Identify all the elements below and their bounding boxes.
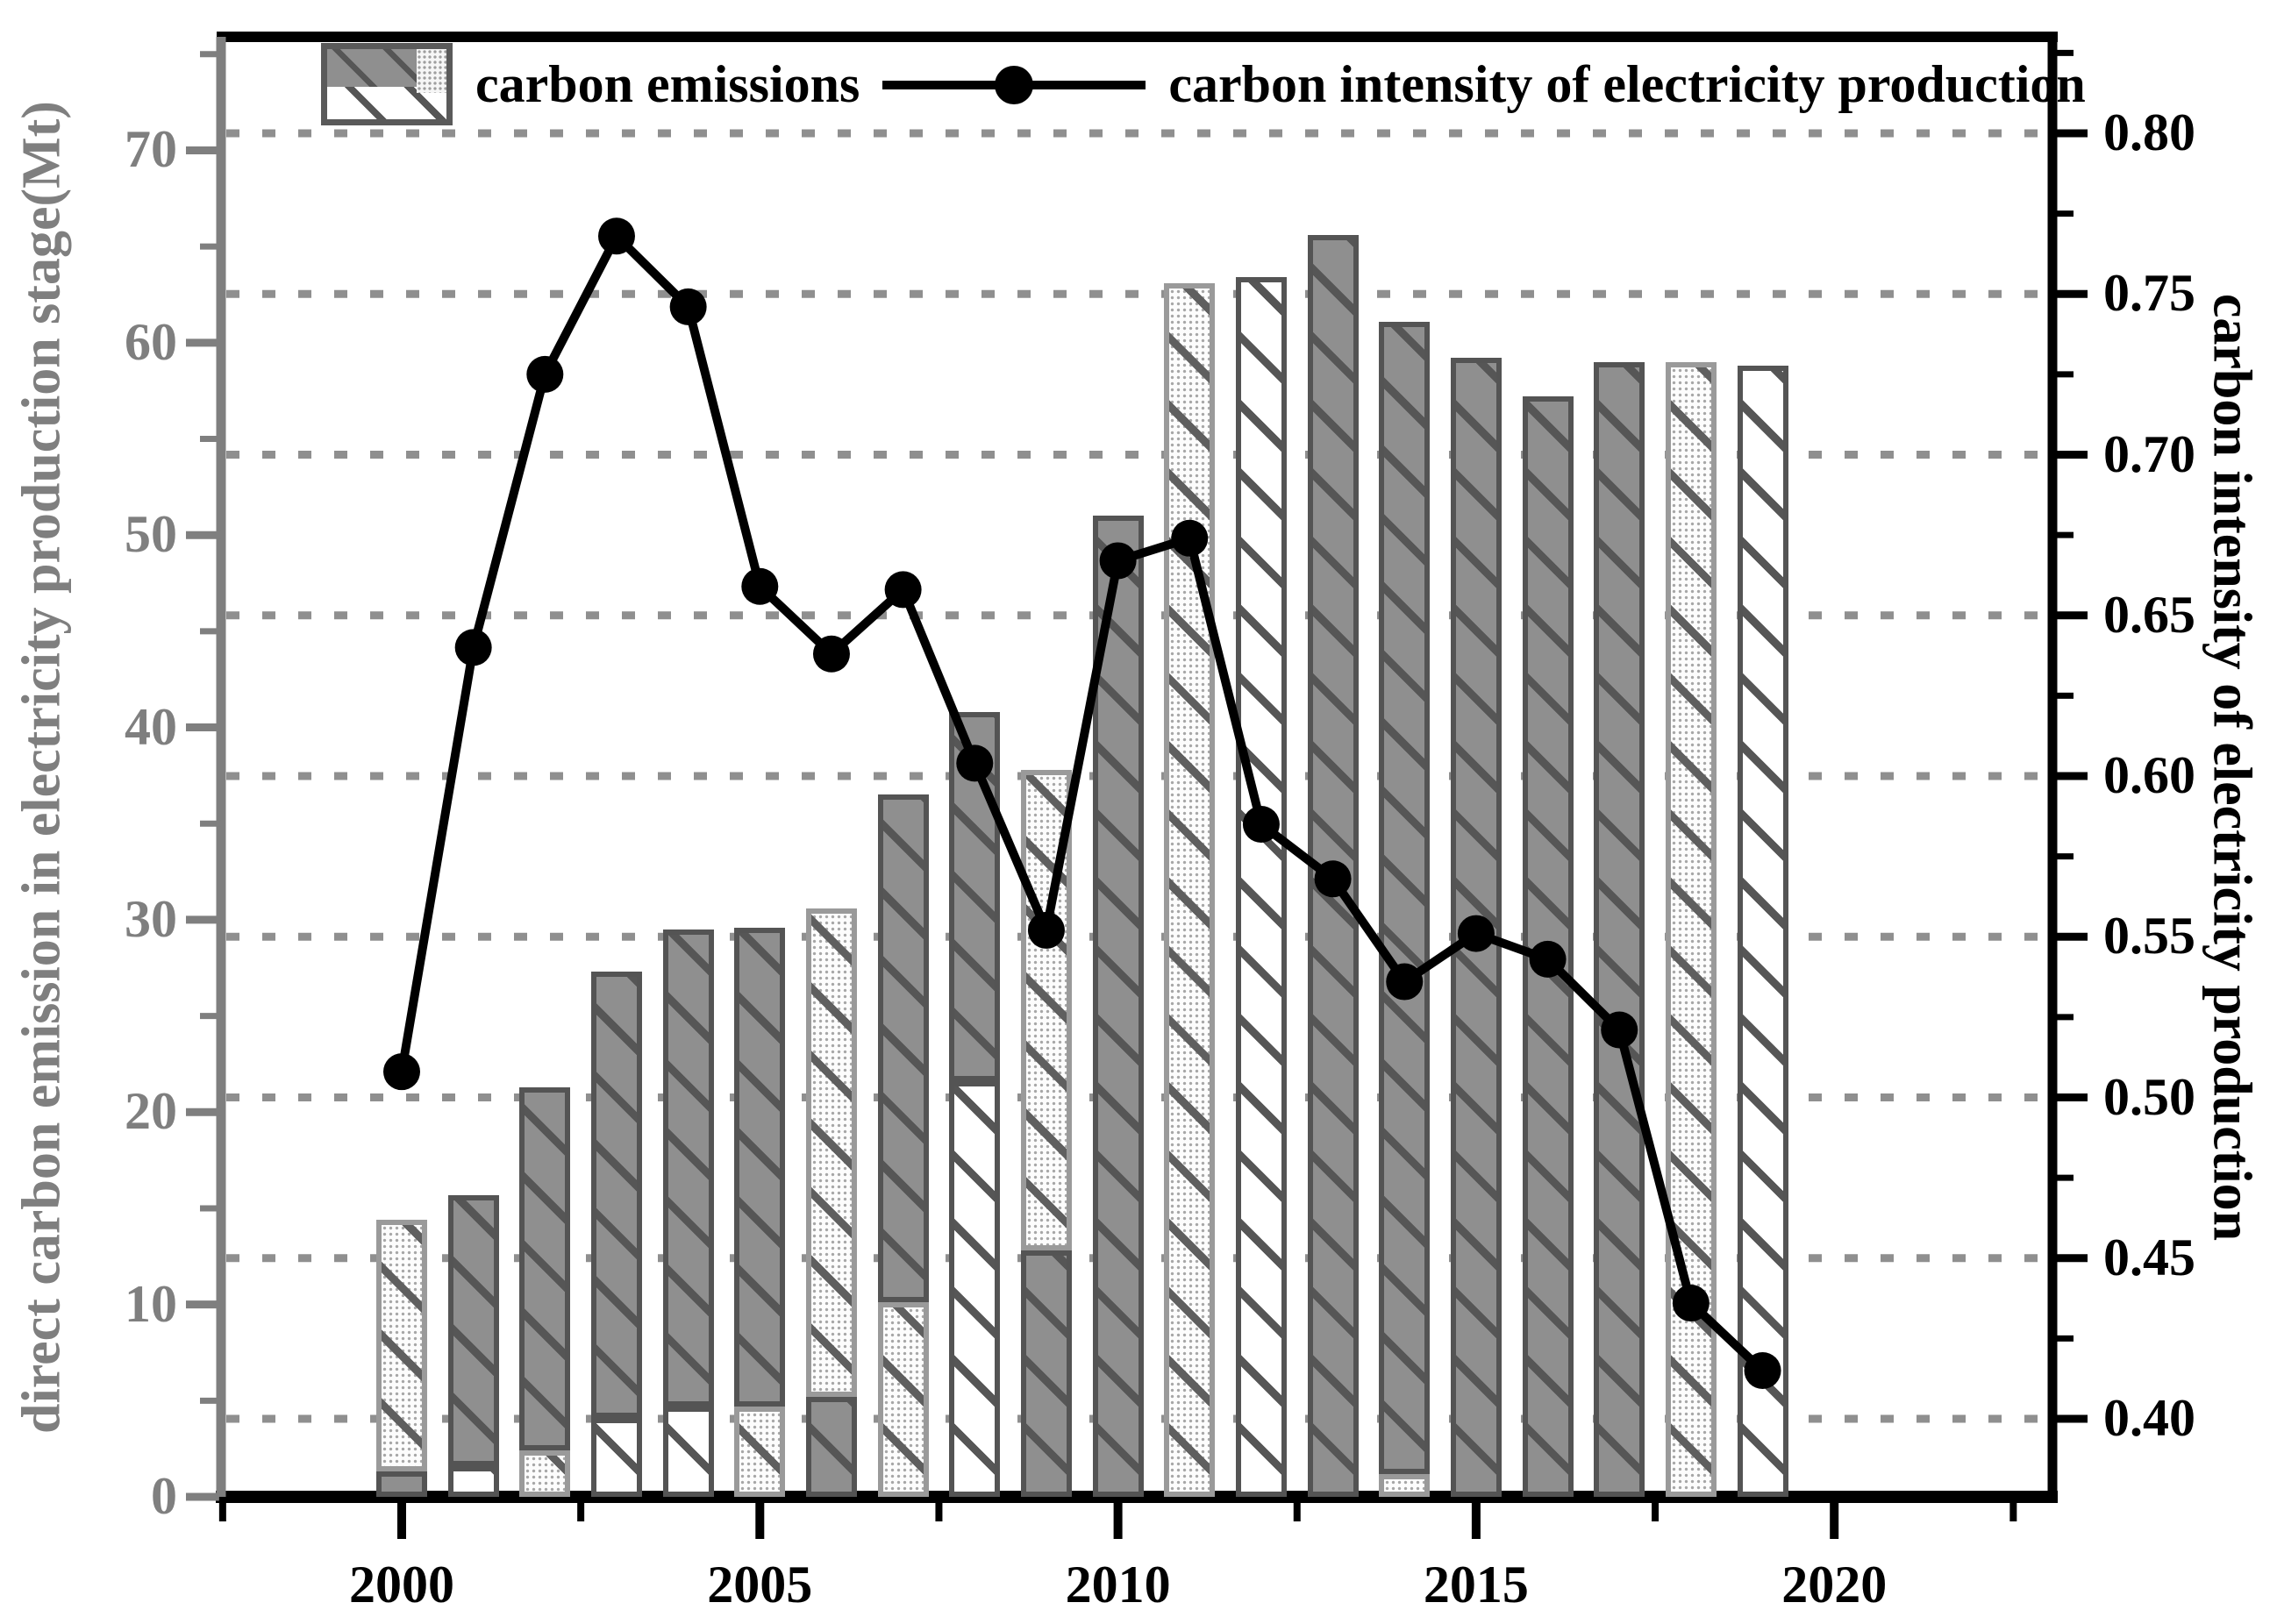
right-tick-label-0.40: 0.40 bbox=[2103, 1389, 2195, 1447]
bar-segment-2014-dotted bbox=[1379, 1473, 1431, 1497]
left-axis-title: direct carbon emission in electricity pr… bbox=[11, 100, 72, 1434]
bar-segment-2003-white bbox=[590, 1418, 642, 1497]
right-tick-label-0.55: 0.55 bbox=[2103, 907, 2195, 965]
legend-bar-label: carbon emissions bbox=[475, 55, 860, 113]
bar-segment-2005-dotted bbox=[734, 1406, 786, 1497]
legend-line-dot bbox=[995, 66, 1034, 104]
line-marker-swatch-icon bbox=[882, 42, 1146, 126]
right-tick-label-0.65: 0.65 bbox=[2103, 585, 2195, 644]
left-tick-label-0: 0 bbox=[151, 1467, 177, 1525]
left-tick-label-70: 70 bbox=[125, 120, 177, 179]
right-tick-label-0.75: 0.75 bbox=[2103, 264, 2195, 323]
legend: carbon emissions carbon intensity of ele… bbox=[321, 42, 2086, 126]
bar-segment-2001-white bbox=[447, 1465, 499, 1497]
left-tick-label-30: 30 bbox=[125, 889, 177, 948]
legend-line-label: carbon intensity of electricity producti… bbox=[1168, 55, 2086, 113]
bar-segment-2006-dark bbox=[805, 1396, 857, 1497]
left-tick-label-10: 10 bbox=[125, 1274, 177, 1333]
x-tick-label-2020: 2020 bbox=[1781, 1556, 1888, 1613]
left-tick-label-20: 20 bbox=[125, 1082, 177, 1141]
left-tick-label-40: 40 bbox=[125, 697, 177, 756]
bar-segment-2002-dotted bbox=[519, 1450, 571, 1497]
left-tick-label-60: 60 bbox=[125, 312, 177, 371]
left-tick-label-50: 50 bbox=[125, 505, 177, 564]
right-tick-label-0.70: 0.70 bbox=[2103, 424, 2195, 483]
right-tick-label-0.50: 0.50 bbox=[2103, 1067, 2195, 1126]
x-tick-label-2010: 2010 bbox=[1065, 1556, 1171, 1613]
swatch-dotted-pattern bbox=[417, 49, 446, 93]
bar-segment-2000-dark bbox=[376, 1471, 427, 1497]
right-axis-title: carbon intensity of electricity producti… bbox=[2202, 293, 2262, 1241]
right-tick-label-0.45: 0.45 bbox=[2103, 1228, 2195, 1286]
right-tick-label-0.80: 0.80 bbox=[2103, 103, 2195, 161]
carbon-emissions-bar-swatch-icon bbox=[321, 43, 453, 125]
x-tick-label-2000: 2000 bbox=[349, 1556, 454, 1613]
x-tick-label-2015: 2015 bbox=[1423, 1556, 1529, 1613]
x-tick-label-2005: 2005 bbox=[707, 1556, 813, 1613]
right-tick-label-0.60: 0.60 bbox=[2103, 746, 2195, 804]
bar-segment-2004-white bbox=[662, 1406, 714, 1497]
